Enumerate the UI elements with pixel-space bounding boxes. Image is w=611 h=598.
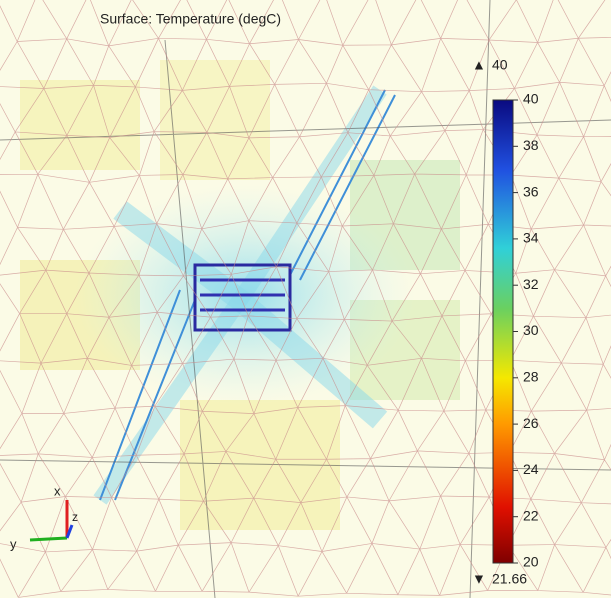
y-axis-label: y	[10, 536, 17, 551]
x-axis-label: x	[54, 483, 61, 498]
colorbar-tick-label: 24	[523, 461, 539, 477]
colorbar-tick-label: 34	[523, 230, 539, 246]
colorbar-tick-label: 28	[523, 369, 539, 385]
colorbar-tick-label: 20	[523, 554, 539, 570]
chart-title: Surface: Temperature (degC)	[100, 11, 281, 27]
colorbar-tick-label: 30	[523, 322, 539, 338]
min-value: 21.66	[492, 571, 527, 587]
colorbar-tick-label: 22	[523, 507, 539, 523]
min-marker: ▼	[472, 571, 486, 587]
colorbar-tick-label: 36	[523, 183, 539, 199]
chart: Surface: Temperature (degC) ▲ 40 ▼ 21.66…	[0, 0, 611, 598]
y-arrow	[30, 538, 67, 540]
colorbar-tick-label: 26	[523, 415, 539, 431]
colorbar-tick-label: 38	[523, 137, 539, 153]
colorbar-tick-label: 32	[523, 276, 539, 292]
max-value: 40	[492, 57, 508, 73]
max-marker: ▲	[472, 57, 486, 73]
z-axis-label: z	[72, 510, 78, 524]
colorbar-tick-label: 40	[523, 91, 539, 107]
colorbar	[493, 100, 513, 563]
